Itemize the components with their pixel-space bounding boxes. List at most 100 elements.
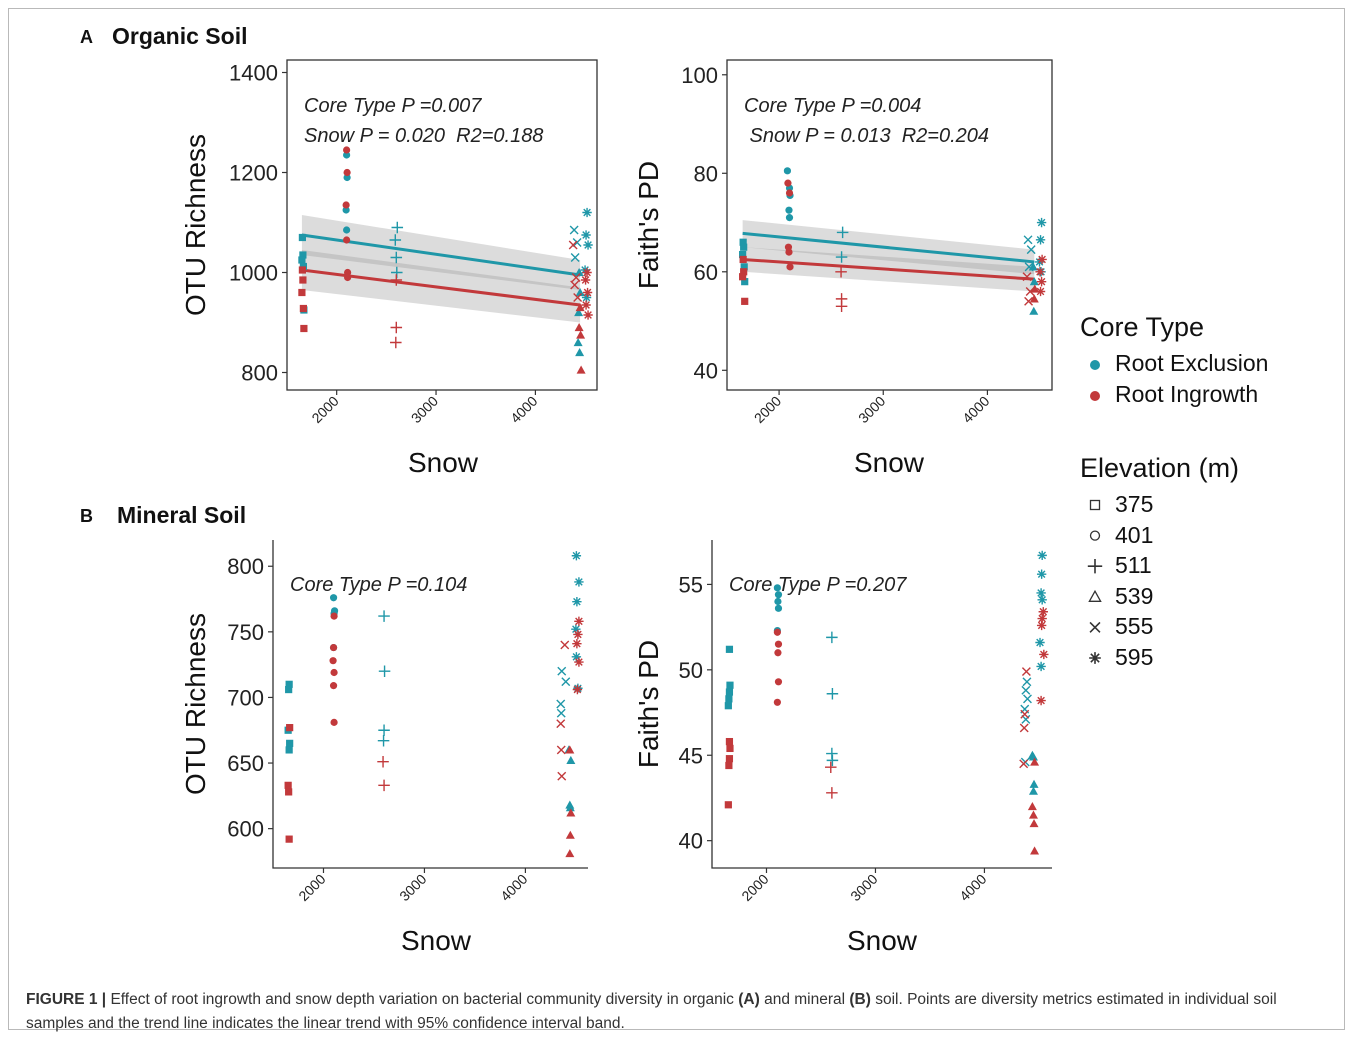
data-point	[1036, 217, 1047, 228]
data-point	[774, 591, 783, 599]
data-point	[573, 293, 583, 302]
data-point	[569, 225, 579, 235]
data-point	[556, 699, 566, 709]
data-point	[1038, 607, 1048, 617]
y-tick-label: 55	[679, 572, 703, 597]
data-point	[826, 787, 838, 799]
data-point	[1035, 235, 1046, 245]
data-point	[1035, 267, 1045, 277]
data-point	[1022, 272, 1032, 282]
x-tick-label: 3000	[855, 393, 888, 426]
plot-border	[726, 59, 1053, 391]
data-point	[285, 746, 293, 754]
data-point	[286, 739, 294, 747]
data-point	[566, 808, 576, 817]
data-point	[725, 688, 734, 696]
x-tick-label: 3000	[408, 393, 441, 426]
data-point	[574, 657, 584, 667]
data-point	[389, 234, 402, 246]
data-point	[1036, 569, 1047, 579]
data-point	[740, 263, 748, 271]
trend-line	[742, 231, 1035, 264]
data-point	[378, 779, 390, 792]
data-point	[557, 771, 567, 781]
data-point	[299, 276, 307, 284]
data-point	[1026, 245, 1036, 255]
stat-annotation: Core Type P =0.004	[744, 95, 921, 117]
data-point	[825, 761, 837, 773]
legend-elevation-title: Elevation (m)	[1080, 453, 1240, 483]
x-tick-label: 2000	[751, 393, 784, 426]
data-point	[774, 597, 782, 606]
data-point	[568, 240, 578, 250]
plot-border	[286, 59, 598, 391]
panel-b-letter: B	[80, 506, 93, 526]
data-point	[565, 830, 575, 839]
data-point	[582, 207, 592, 218]
data-point	[1028, 810, 1038, 819]
y-axis-label: OTU Richness	[180, 613, 211, 795]
data-point	[739, 250, 747, 259]
caption-text-1: Effect of root ingrowth and snow depth v…	[106, 991, 739, 1008]
legend-symbols	[1087, 360, 1103, 664]
data-point	[582, 267, 592, 278]
data-point	[571, 273, 581, 282]
data-point	[581, 292, 592, 303]
data-point	[725, 761, 733, 770]
legend-elev-555-label: 555	[1115, 613, 1154, 639]
data-point	[285, 680, 293, 688]
data-point	[343, 226, 351, 234]
y-tick-label: 60	[694, 260, 718, 285]
data-point	[572, 238, 582, 247]
plots-canvas: 800 1000 1200 1400 2000 3000 4000 Snow OTU Richn…	[180, 59, 1103, 956]
data-point	[570, 280, 580, 290]
caption-ref-b: (B)	[849, 991, 871, 1008]
stat-annotation: Core Type P =0.104	[290, 574, 467, 596]
data-point	[1024, 262, 1034, 272]
data-point	[1029, 306, 1039, 315]
data-point	[741, 297, 749, 305]
data-point	[298, 266, 307, 274]
data-point	[1025, 287, 1035, 296]
data-point	[580, 275, 591, 285]
panel-a-title: Organic Soil	[112, 23, 248, 49]
data-point	[565, 745, 575, 754]
data-point	[1028, 786, 1038, 795]
y-axis-label: Faith's PD	[633, 161, 664, 289]
data-point	[574, 308, 584, 317]
data-point	[378, 610, 390, 622]
data-point	[773, 628, 781, 636]
data-point	[1037, 613, 1047, 624]
data-point	[576, 330, 586, 339]
data-point	[1027, 802, 1037, 811]
data-point	[299, 251, 307, 259]
data-point	[1030, 284, 1040, 293]
data-point	[835, 251, 848, 263]
legend-elev-595-label: 595	[1115, 644, 1154, 670]
data-point	[836, 226, 849, 239]
confidence-band	[301, 215, 581, 290]
data-point	[298, 233, 307, 242]
data-point	[1029, 294, 1039, 303]
legend-root-exclusion-label: Root Exclusion	[1115, 350, 1269, 376]
y-tick-label: 40	[679, 829, 703, 854]
x-tick-label: 3000	[847, 871, 880, 904]
data-point	[1036, 620, 1047, 631]
data-point	[835, 300, 848, 313]
data-point	[581, 230, 591, 240]
data-point	[344, 268, 352, 277]
y-tick-label: 600	[227, 817, 264, 842]
data-point	[298, 288, 306, 297]
data-point	[582, 287, 593, 298]
x-tick-label: 4000	[497, 871, 530, 904]
data-point	[739, 273, 747, 281]
data-point	[343, 146, 351, 154]
stat-annotation: Core Type P =0.007	[304, 95, 482, 117]
data-point	[785, 206, 793, 214]
stat-annotation: Core Type P =0.207	[729, 574, 907, 596]
data-point	[583, 310, 593, 320]
data-point	[774, 678, 783, 686]
data-point	[298, 256, 306, 264]
caption-text-2: and mineral	[759, 991, 850, 1008]
data-point	[344, 273, 352, 282]
